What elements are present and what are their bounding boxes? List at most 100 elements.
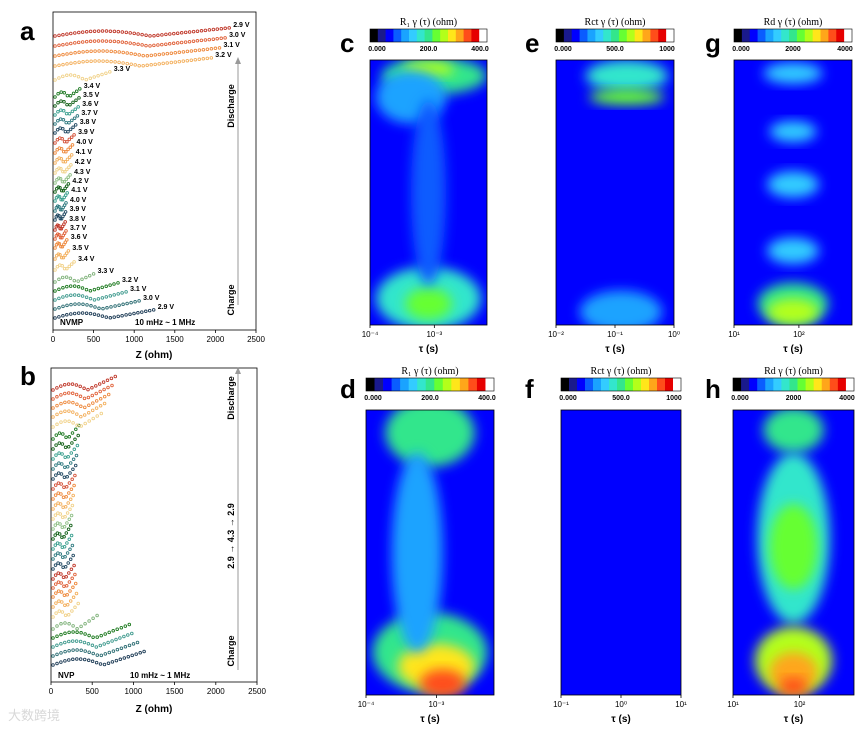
colorbar-swatch — [757, 378, 766, 391]
data-point — [81, 50, 85, 54]
data-point — [74, 591, 79, 596]
data-point — [58, 235, 63, 240]
series-19 — [51, 463, 78, 481]
colorbar-swatch — [479, 29, 488, 42]
data-point — [74, 392, 79, 397]
data-point — [51, 497, 55, 501]
data-point — [53, 218, 57, 222]
colorbar-swatch — [649, 378, 658, 391]
data-point — [132, 31, 136, 36]
data-point — [53, 199, 57, 203]
series-19: 3.8 V — [53, 119, 96, 135]
data-point — [64, 201, 68, 205]
data-point — [84, 287, 89, 292]
data-point — [54, 591, 58, 595]
data-point — [207, 28, 212, 32]
data-point — [93, 305, 97, 309]
data-point — [61, 42, 65, 47]
data-point — [65, 284, 69, 289]
colorbar-swatch — [812, 29, 821, 42]
colorbar-swatch — [773, 29, 782, 42]
data-point — [72, 116, 77, 120]
data-point — [75, 630, 79, 634]
data-point — [53, 523, 58, 527]
panel-a-arrowhead — [235, 57, 241, 64]
data-point — [63, 465, 67, 470]
series-1: 3.0 V — [53, 295, 160, 311]
colorbar-swatch — [593, 378, 602, 391]
data-point — [61, 52, 65, 57]
data-point — [61, 188, 66, 193]
data-point — [78, 394, 83, 399]
data-point — [76, 279, 80, 283]
data-point — [199, 38, 204, 43]
colorbar-swatch — [424, 29, 433, 42]
panel-f: Rct γ (τ) (ohm) 0.000 500.0 1000 10⁻¹ 10⁰ 10¹ τ… — [553, 366, 687, 725]
colorbar-tick: 1000 — [659, 46, 675, 53]
data-point — [112, 315, 116, 319]
series-8: 3.7 V — [53, 225, 87, 241]
colorbar-tick: 0.000 — [731, 395, 749, 402]
data-point — [145, 63, 149, 68]
colorbar-swatch — [455, 29, 464, 42]
data-point — [51, 447, 55, 451]
data-point — [69, 487, 74, 492]
data-point — [58, 512, 63, 516]
panel-label-f: f — [525, 374, 534, 404]
heatmap-field — [375, 60, 487, 325]
colorbar-title: Rd γ (τ) (ohm) — [764, 366, 823, 377]
data-point — [68, 589, 72, 593]
data-point — [54, 433, 59, 437]
data-point — [107, 630, 111, 635]
data-point — [84, 77, 89, 82]
data-point — [69, 262, 74, 266]
data-point — [168, 32, 172, 36]
data-point — [69, 523, 73, 528]
x-tick-label: 1000 — [125, 335, 143, 344]
data-point — [89, 304, 93, 308]
series-6: 3.5 V — [53, 245, 89, 261]
data-point — [68, 557, 73, 562]
data-point — [63, 400, 67, 405]
data-point — [72, 483, 76, 488]
colorbar-swatch — [633, 378, 642, 391]
data-point — [110, 660, 115, 664]
colorbar-tick: 1000 — [666, 395, 682, 402]
data-point — [55, 624, 59, 628]
panel-b-charge: Charge — [226, 635, 236, 666]
colorbar-swatch — [837, 378, 847, 391]
data-point — [106, 392, 111, 397]
data-point — [89, 59, 93, 63]
data-point — [62, 525, 67, 529]
series-15: 4.2 V — [53, 159, 92, 175]
series-0 — [51, 649, 146, 667]
data-point — [71, 595, 76, 600]
colorbar-swatch — [650, 29, 659, 42]
series-label: 3.0 V — [143, 295, 160, 302]
data-point — [53, 257, 57, 261]
data-point — [65, 32, 69, 36]
data-point — [58, 522, 62, 526]
panel-b-arrowhead — [235, 367, 241, 374]
data-point — [65, 603, 70, 607]
data-point — [211, 37, 216, 41]
data-point — [67, 120, 71, 125]
data-point — [207, 37, 212, 42]
data-point — [53, 268, 57, 272]
data-point — [90, 643, 95, 648]
colorbar-swatch — [804, 29, 814, 42]
data-point — [53, 95, 57, 99]
data-point — [57, 53, 61, 58]
data-point — [51, 615, 55, 619]
data-point — [73, 302, 77, 306]
data-point — [67, 155, 72, 159]
data-point — [217, 46, 222, 50]
data-point — [51, 477, 55, 481]
data-point — [61, 314, 65, 318]
data-point — [69, 567, 74, 572]
data-point — [72, 73, 77, 78]
x-tick-label: 10⁻³ — [426, 330, 442, 339]
data-point — [51, 437, 55, 441]
data-point — [73, 107, 78, 111]
data-point — [63, 169, 67, 174]
